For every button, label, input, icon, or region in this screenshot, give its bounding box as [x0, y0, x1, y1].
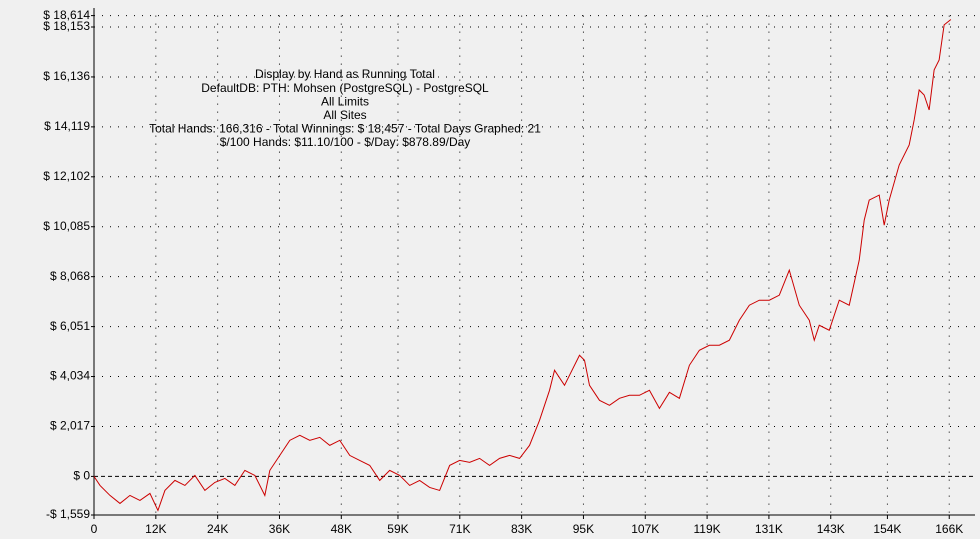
y-tick-label: -$ 1,559 — [46, 507, 90, 521]
x-tick-label: 166K — [935, 522, 963, 536]
y-tick-label: $ 12,102 — [43, 169, 90, 183]
annotation-line: Display by Hand as Running Total — [255, 67, 435, 81]
annotation-block: Display by Hand as Running TotalDefaultD… — [149, 67, 541, 149]
x-tick-label: 95K — [573, 522, 594, 536]
x-tick-label: 71K — [449, 522, 470, 536]
x-tick-label: 48K — [331, 522, 352, 536]
y-tick-label: $ 18,153 — [43, 19, 90, 33]
y-tick-label: $ 10,085 — [43, 219, 90, 233]
annotation-line: All Limits — [321, 94, 369, 108]
annotation-line: All Sites — [323, 108, 366, 122]
x-tick-label: 154K — [873, 522, 901, 536]
data-line — [93, 19, 952, 512]
annotation-line: Total Hands: 166,316 - Total Winnings: $… — [149, 122, 541, 136]
y-tick-label: $ 6,051 — [50, 319, 90, 333]
x-tick-label: 12K — [145, 522, 166, 536]
x-tick-label: 59K — [387, 522, 408, 536]
x-tick-label: 107K — [631, 522, 659, 536]
x-tick-label: 83K — [511, 522, 532, 536]
x-tick-label: 131K — [755, 522, 783, 536]
x-tick-label: 36K — [269, 522, 290, 536]
annotation-line: $/100 Hands: $11.10/100 - $/Day: $878.89… — [220, 135, 471, 149]
annotation-line: DefaultDB: PTH: Mohsen (PostgreSQL) - Po… — [201, 81, 489, 95]
x-tick-label: 24K — [207, 522, 228, 536]
x-tick-label: 143K — [817, 522, 845, 536]
x-tick-label: 119K — [694, 522, 721, 536]
y-tick-label: $ 0 — [73, 469, 90, 483]
x-tick-label: 0 — [91, 522, 98, 536]
y-tick-label: $ 16,136 — [43, 69, 90, 83]
y-tick-label: $ 4,034 — [50, 369, 90, 383]
y-tick-label: $ 14,119 — [44, 119, 90, 133]
y-tick-label: $ 8,068 — [50, 269, 90, 283]
y-tick-label: $ 2,017 — [50, 419, 90, 433]
y-tick-label: $ 18,614 — [43, 8, 90, 22]
